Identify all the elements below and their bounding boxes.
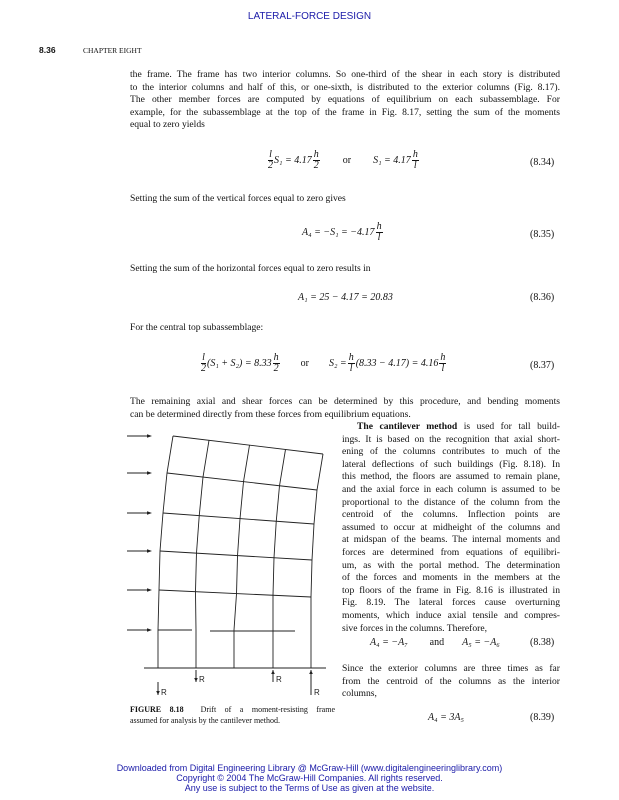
column — [233, 445, 250, 668]
equation-number: (8.38) — [530, 637, 555, 648]
footer-line-2: Copyright © 2004 The McGraw-Hill Compani… — [176, 773, 443, 783]
text-line: The other member forces are computed by … — [130, 94, 560, 106]
text-line: Since the exterior columns are three tim… — [342, 663, 560, 674]
equation-number: (8.35) — [530, 229, 555, 240]
arrowhead-icon — [147, 588, 152, 592]
text-line: of the forces and moments in the members… — [342, 572, 560, 584]
reaction-label: R — [276, 675, 282, 684]
text-line: forces are determined from equations of … — [342, 546, 560, 558]
running-title: LATERAL-FORCE DESIGN — [247, 11, 372, 22]
floor-beam — [159, 550, 313, 561]
text-line: to the interior columns and half of this… — [130, 81, 560, 93]
paragraph-3: Setting the sum of the horizontal forces… — [130, 263, 371, 274]
arrowhead-icon — [147, 628, 152, 632]
text-line: this method, the floors are assumed to r… — [342, 471, 560, 483]
paragraph-2: Setting the sum of the vertical forces e… — [130, 193, 346, 204]
reaction-label: R — [199, 675, 205, 684]
arrowhead-icon — [194, 678, 198, 682]
text-line: the frame. The frame has two interior co… — [130, 69, 560, 80]
arrowhead-icon — [147, 511, 152, 515]
text-line: ening of the columns contributes to much… — [342, 446, 560, 458]
column — [195, 440, 210, 668]
text-line: proportional to the distance of the colu… — [342, 496, 560, 508]
arrowhead-icon — [147, 434, 152, 438]
floor-beam — [166, 472, 318, 491]
reaction-label: R — [314, 688, 320, 697]
column — [157, 435, 174, 668]
text-line: equal to zero yields — [130, 119, 205, 131]
bold-lead: The cantilever method — [357, 421, 458, 432]
text-line: from the centroid of the columns as the … — [342, 675, 560, 687]
paragraph-1: the frame. The frame has two interior co… — [130, 69, 560, 132]
equation-number: (8.37) — [530, 360, 555, 371]
paragraph-cantilever-method: The cantilever method is used for tall b… — [342, 421, 560, 636]
arrowhead-icon — [309, 670, 313, 674]
text-line: um, as with the portal method. The deter… — [342, 559, 560, 571]
text-line: moments, which induce axial tensile and … — [342, 609, 560, 621]
text-line: and the axial force in each column is as… — [342, 483, 560, 495]
equation-number: (8.36) — [530, 292, 555, 303]
equation-number: (8.34) — [530, 157, 555, 168]
arrowhead-icon — [147, 471, 152, 475]
text-line: sive forces in the columns. Therefore, — [342, 622, 488, 634]
text-line: Fig. 8.19. The lateral forces cause over… — [342, 597, 560, 609]
caption-line: assumed for analysis by the cantilever m… — [130, 716, 280, 725]
text-line: columns, — [342, 688, 377, 700]
equation-8-36: A₁ = 25 − 4.17 = 20.83 — [298, 292, 393, 303]
column — [272, 449, 286, 668]
figure-caption: FIGURE 8.18 Drift of a moment-resisting … — [130, 705, 335, 725]
floor-beam — [172, 435, 324, 455]
equation-8-38: A₄ = −A₇ and A₅ = −A₆ — [370, 637, 500, 648]
paragraph-5: The remaining axial and shear forces can… — [130, 396, 560, 421]
figure-label: FIGURE 8.18 — [130, 705, 184, 714]
text-line: at midspan of the beams. The internal mo… — [342, 534, 560, 546]
footer-line-1[interactable]: Downloaded from Digital Engineering Libr… — [116, 763, 503, 773]
paragraph-7: Since the exterior columns are three tim… — [342, 663, 560, 701]
text-line: centroid of the columns. Inflection poin… — [342, 509, 560, 521]
arrowhead-icon — [156, 691, 160, 695]
reaction-label: R — [161, 688, 167, 697]
text-line: ings. It is based on the recognition tha… — [342, 433, 560, 445]
footer-line-3[interactable]: Any use is subject to the Terms of Use a… — [184, 783, 435, 793]
floor-beam — [162, 512, 315, 525]
page-number: 8.36 — [39, 45, 56, 55]
text-line: lateral deflections of such buildings (F… — [342, 458, 560, 470]
text-line: The remaining axial and shear forces can… — [130, 396, 560, 407]
text-line: top floors of the frame in Fig. 8.16 is … — [342, 584, 560, 596]
arrowhead-icon — [147, 549, 152, 553]
chapter-label: CHAPTER EIGHT — [83, 46, 142, 55]
equation-number: (8.39) — [530, 712, 555, 723]
text-line: example, for the subassemblage at the to… — [130, 106, 560, 118]
paragraph-4: For the central top subassemblage: — [130, 322, 264, 333]
equation-8-39: A₄ = 3A₅ — [428, 712, 464, 723]
column — [310, 453, 324, 668]
paragraph-lines: ings. It is based on the recognition tha… — [342, 434, 560, 636]
floor-beam — [158, 589, 312, 598]
arrowhead-icon — [271, 670, 275, 674]
text-line: assumed to occur at midheight of the col… — [342, 521, 560, 533]
text-line: can be determined directly from these fo… — [130, 408, 411, 420]
